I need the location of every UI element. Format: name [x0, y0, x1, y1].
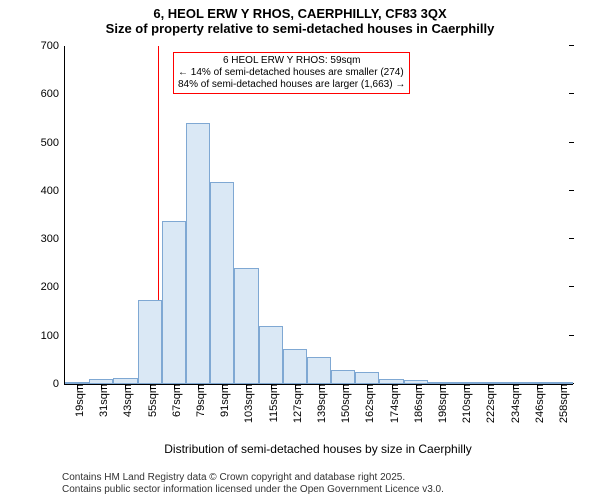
x-tick-label: 258sqm — [552, 384, 570, 423]
annotation-box: 6 HEOL ERW Y RHOS: 59sqm ← 14% of semi-d… — [173, 52, 410, 94]
x-tick-mark — [198, 384, 199, 389]
y-tick-mark — [569, 335, 574, 336]
histogram-bar — [138, 300, 162, 385]
y-tick-label: 300 — [41, 233, 65, 245]
x-tick-mark — [561, 384, 562, 389]
x-tick-mark — [488, 384, 489, 389]
x-tick-label: 246sqm — [528, 384, 546, 423]
histogram-bar — [355, 372, 379, 384]
y-tick-label: 700 — [41, 40, 65, 52]
attribution-text: Contains HM Land Registry data © Crown c… — [62, 472, 444, 496]
x-tick-mark — [367, 384, 368, 389]
x-tick-label: 103sqm — [237, 384, 255, 423]
y-tick-mark — [569, 142, 574, 143]
chart-container: 6, HEOL ERW Y RHOS, CAERPHILLY, CF83 3QX… — [0, 0, 600, 500]
y-tick-label: 500 — [41, 137, 65, 149]
x-tick-label: 150sqm — [334, 384, 352, 423]
x-tick-mark — [464, 384, 465, 389]
x-tick-label: 186sqm — [407, 384, 425, 423]
x-tick-label: 210sqm — [455, 384, 473, 423]
x-tick-label: 174sqm — [383, 384, 401, 423]
x-tick-mark — [246, 384, 247, 389]
x-tick-mark — [537, 384, 538, 389]
x-tick-mark — [125, 384, 126, 389]
y-tick-label: 100 — [41, 330, 65, 342]
x-tick-mark — [392, 384, 393, 389]
y-tick-mark — [569, 238, 574, 239]
plot-area: 6 HEOL ERW Y RHOS: 59sqm ← 14% of semi-d… — [64, 46, 573, 385]
x-tick-mark — [416, 384, 417, 389]
x-tick-label: 162sqm — [358, 384, 376, 423]
x-tick-label: 115sqm — [262, 384, 280, 422]
x-tick-mark — [271, 384, 272, 389]
y-tick-mark — [569, 286, 574, 287]
annotation-line-2: ← 14% of semi-detached houses are smalle… — [178, 67, 405, 79]
histogram-bar — [186, 123, 210, 384]
x-tick-mark — [222, 384, 223, 389]
x-tick-label: 139sqm — [310, 384, 328, 423]
x-tick-label: 127sqm — [286, 384, 304, 423]
attribution-line-1: Contains HM Land Registry data © Crown c… — [62, 472, 444, 484]
chart-title-sub: Size of property relative to semi-detach… — [0, 21, 600, 40]
annotation-line-3: 84% of semi-detached houses are larger (… — [178, 79, 405, 91]
y-tick-mark — [569, 93, 574, 94]
histogram-bar — [259, 326, 283, 384]
x-tick-mark — [440, 384, 441, 389]
x-tick-mark — [77, 384, 78, 389]
histogram-bar — [162, 221, 186, 384]
histogram-bar — [331, 370, 355, 384]
histogram-bar — [283, 349, 307, 384]
x-tick-label: 234sqm — [504, 384, 522, 423]
x-tick-label: 198sqm — [431, 384, 449, 423]
histogram-bar — [210, 182, 234, 384]
x-tick-mark — [513, 384, 514, 389]
x-tick-mark — [319, 384, 320, 389]
histogram-bar — [307, 357, 331, 384]
y-tick-label: 0 — [53, 378, 65, 390]
x-tick-mark — [150, 384, 151, 389]
y-tick-mark — [569, 45, 574, 46]
x-tick-mark — [174, 384, 175, 389]
x-axis-label: Distribution of semi-detached houses by … — [64, 442, 572, 456]
x-tick-mark — [101, 384, 102, 389]
y-tick-label: 200 — [41, 281, 65, 293]
y-tick-label: 600 — [41, 88, 65, 100]
chart-title-main: 6, HEOL ERW Y RHOS, CAERPHILLY, CF83 3QX — [0, 0, 600, 21]
annotation-line-1: 6 HEOL ERW Y RHOS: 59sqm — [178, 55, 405, 67]
x-tick-mark — [343, 384, 344, 389]
y-tick-label: 400 — [41, 185, 65, 197]
x-tick-mark — [295, 384, 296, 389]
attribution-line-2: Contains public sector information licen… — [62, 484, 444, 496]
y-tick-mark — [569, 190, 574, 191]
histogram-bar — [234, 268, 258, 384]
x-tick-label: 222sqm — [479, 384, 497, 423]
